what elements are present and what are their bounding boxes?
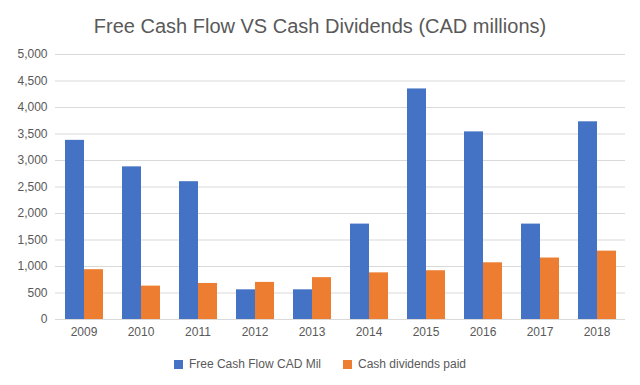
svg-text:0: 0: [41, 312, 48, 326]
html-text:Free Cash Flow VS Cash Dividen: Free Cash Flow VS Cash Dividends (CAD mi…: [93, 15, 547, 37]
svg-text:1,000: 1,000: [17, 259, 47, 273]
html-text:Free Cash Flow CAD Mil: Free Cash Flow CAD Mil: [188, 357, 321, 371]
svg-text:2010: 2010: [128, 325, 155, 339]
svg-text:500: 500: [27, 286, 47, 300]
svg-text:2014: 2014: [356, 325, 383, 339]
svg-text:2,000: 2,000: [17, 206, 47, 220]
svg-text:1,500: 1,500: [17, 233, 47, 247]
svg-text:2015: 2015: [413, 325, 440, 339]
svg-text:2012: 2012: [242, 325, 269, 339]
svg-text:2009: 2009: [71, 325, 98, 339]
svg-text:2013: 2013: [299, 325, 326, 339]
svg-text:4,000: 4,000: [17, 100, 47, 114]
svg-text:3,000: 3,000: [17, 153, 47, 167]
svg-text:2018: 2018: [584, 325, 611, 339]
svg-text:2016: 2016: [470, 325, 497, 339]
svg-text:4,500: 4,500: [17, 74, 47, 88]
svg-text:3,500: 3,500: [17, 127, 47, 141]
svg-text:2017: 2017: [527, 325, 554, 339]
svg-text:2011: 2011: [185, 325, 211, 339]
svg-text:5,000: 5,000: [17, 47, 47, 61]
svg-text:2,500: 2,500: [17, 180, 47, 194]
html-text:Cash dividends paid: Cash dividends paid: [358, 357, 466, 371]
